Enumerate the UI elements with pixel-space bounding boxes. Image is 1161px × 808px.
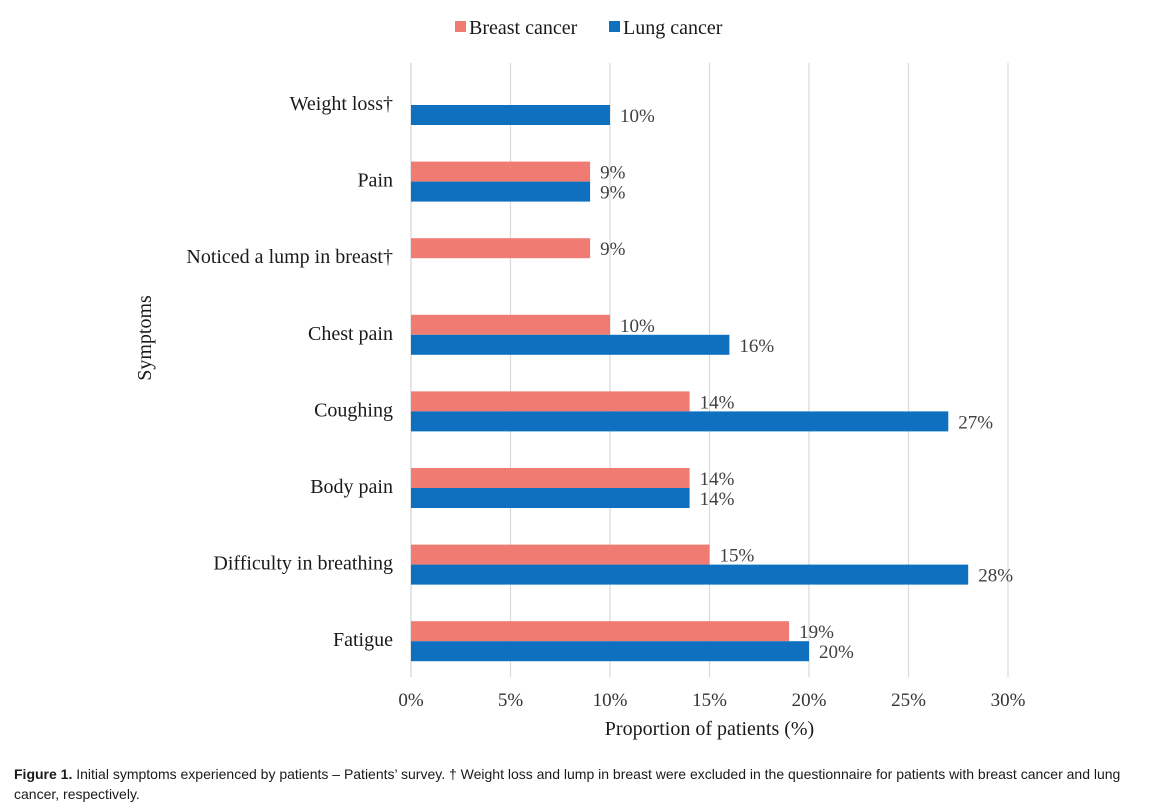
data-label: 14%: [700, 392, 735, 413]
data-label: 19%: [799, 622, 834, 643]
bar-breast-cancer: [411, 314, 610, 335]
data-label: 27%: [958, 412, 993, 433]
category-label: Fatigue: [333, 629, 393, 651]
category-label: Noticed a lump in breast†: [186, 246, 393, 268]
x-axis-label: Proportion of patients (%): [605, 718, 814, 740]
data-label: 10%: [620, 316, 655, 337]
bar-lung-cancer: [411, 105, 610, 125]
caption-text: Initial symptoms experienced by patients…: [14, 766, 1121, 802]
category-label: Difficulty in breathing: [213, 553, 393, 575]
bar-lung-cancer: [411, 334, 730, 355]
data-label: 9%: [600, 163, 626, 184]
bar-lung-cancer: [411, 181, 591, 202]
bar-lung-cancer: [411, 564, 969, 585]
category-label: Weight loss†: [290, 93, 393, 115]
bar-breast-cancer: [411, 621, 790, 642]
data-label: 16%: [739, 336, 774, 357]
bars: [411, 105, 969, 662]
bar-lung-cancer: [411, 411, 949, 432]
data-label: 15%: [720, 546, 755, 567]
bar-breast-cancer: [411, 238, 591, 259]
category-labels: Weight loss† Pain Noticed a lump in breast…: [186, 93, 393, 651]
category-label: Body pain: [310, 476, 393, 498]
x-tick-label: 5%: [498, 690, 524, 711]
figure-caption: Figure 1. Initial symptoms experienced b…: [14, 764, 1154, 804]
symptoms-bar-chart: 10%9%9%9%10%16%14%27%14%14%15%28%19%20% …: [134, 17, 1026, 740]
x-tick-label: 10%: [593, 690, 628, 711]
data-label: 14%: [700, 469, 735, 490]
data-label: 14%: [700, 489, 735, 510]
legend: Breast cancer Lung cancer: [455, 17, 723, 39]
caption-label: Figure 1.: [14, 766, 73, 782]
bar-breast-cancer: [411, 544, 710, 565]
bar-breast-cancer: [411, 161, 591, 182]
legend-label: Breast cancer: [469, 17, 578, 39]
bar-lung-cancer: [411, 641, 809, 662]
value-labels: 10%9%9%9%10%16%14%27%14%14%15%28%19%20%: [600, 106, 1013, 663]
category-label: Chest pain: [308, 323, 393, 345]
x-tick-label: 25%: [891, 690, 926, 711]
category-label: Pain: [357, 170, 393, 192]
y-axis-label: Symptoms: [134, 295, 156, 381]
x-tick-label: 30%: [991, 690, 1026, 711]
x-tick-labels: 0% 5% 10% 15% 20% 25% 30%: [398, 690, 1025, 711]
legend-swatch: [609, 21, 620, 32]
bar-breast-cancer: [411, 391, 690, 412]
x-tick-label: 15%: [692, 690, 727, 711]
legend-swatch: [455, 21, 466, 32]
legend-label: Lung cancer: [623, 17, 723, 39]
x-tick-label: 0%: [398, 690, 424, 711]
gridlines: [410, 63, 1009, 677]
data-label: 9%: [600, 239, 626, 260]
category-label: Coughing: [314, 399, 393, 421]
bar-lung-cancer: [411, 488, 690, 508]
bar-breast-cancer: [411, 468, 690, 488]
data-label: 20%: [819, 642, 854, 663]
x-tick-label: 20%: [792, 690, 827, 711]
data-label: 10%: [620, 106, 655, 127]
data-label: 9%: [600, 183, 626, 204]
data-label: 28%: [978, 566, 1013, 587]
